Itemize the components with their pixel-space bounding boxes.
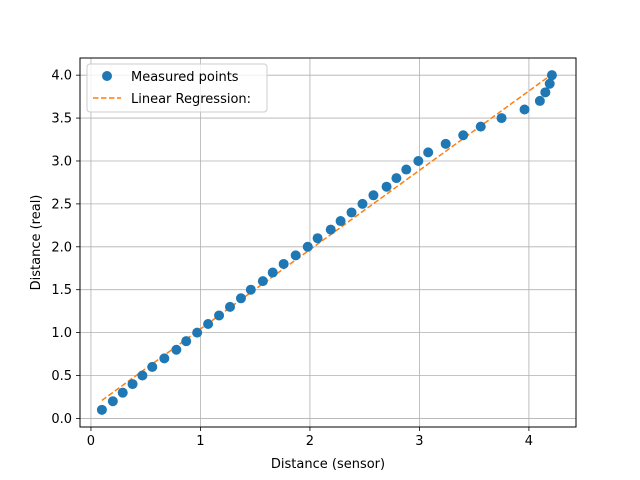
measured-point: [257, 276, 268, 287]
measured-point: [214, 310, 225, 321]
y-tick-label: 2.5: [51, 197, 72, 212]
x-tick-label: 4: [525, 434, 533, 449]
scatter-points: [96, 70, 557, 415]
measured-point: [147, 361, 158, 372]
y-tick-label: 1.0: [51, 326, 72, 341]
measured-point: [335, 216, 346, 227]
measured-point: [458, 130, 469, 141]
measured-point: [96, 404, 107, 415]
measured-point: [357, 198, 368, 209]
measured-point: [346, 207, 357, 218]
measured-point: [325, 224, 336, 235]
measured-point: [413, 155, 424, 166]
measured-point: [290, 250, 301, 261]
y-tick-label: 0.5: [51, 369, 72, 384]
legend-label-regression: Linear Regression:: [131, 92, 251, 107]
y-tick-label: 2.0: [51, 240, 72, 255]
measured-point: [278, 258, 289, 269]
measured-point: [381, 181, 392, 192]
measured-point: [534, 95, 545, 106]
axis-ticks: 0 1 2 3 4 0.0 0.5 1.0 1.5 2.0 2.5 3.0 3.5 4.0: [51, 69, 533, 449]
measured-point: [235, 293, 246, 304]
measured-point: [127, 379, 138, 390]
measured-point: [137, 370, 148, 381]
plot-area-background: [80, 58, 576, 427]
y-tick-label: 1.5: [51, 283, 72, 298]
measured-point: [519, 104, 530, 115]
legend-marker-measured: [102, 71, 112, 81]
measured-point: [440, 138, 451, 149]
measured-point: [368, 190, 379, 201]
measured-point: [302, 241, 313, 252]
x-axis-label: Distance (sensor): [271, 457, 385, 472]
measured-point: [181, 336, 192, 347]
measured-point: [546, 70, 557, 81]
measured-point: [159, 353, 170, 364]
x-tick-label: 3: [415, 434, 423, 449]
legend: Measured points Linear Regression:: [86, 63, 268, 113]
measured-point: [475, 121, 486, 132]
legend-label-measured: Measured points: [131, 70, 239, 85]
measured-point: [544, 78, 555, 89]
x-tick-label: 1: [196, 434, 204, 449]
x-tick-label: 2: [306, 434, 314, 449]
measured-point: [540, 87, 551, 98]
measured-point: [391, 173, 402, 184]
legend-box: [86, 63, 268, 113]
measured-point: [192, 327, 203, 338]
measured-point: [401, 164, 412, 175]
x-tick-label: 0: [87, 434, 95, 449]
measured-point: [496, 113, 507, 124]
y-axis-label: Distance (real): [29, 195, 44, 291]
measured-point: [117, 387, 128, 398]
measured-point: [203, 319, 214, 330]
measured-point: [245, 284, 256, 295]
y-tick-label: 3.0: [51, 154, 72, 169]
grid-lines: [80, 58, 576, 427]
measured-point: [107, 396, 118, 407]
measured-point: [267, 267, 278, 278]
plot-frame: [79, 57, 577, 428]
measured-point: [423, 147, 434, 158]
measured-point: [225, 301, 236, 312]
measured-point: [171, 344, 182, 355]
y-tick-label: 4.0: [51, 69, 72, 84]
measured-point: [312, 233, 323, 244]
y-tick-label: 3.5: [51, 112, 72, 127]
y-tick-label: 0.0: [51, 412, 72, 427]
